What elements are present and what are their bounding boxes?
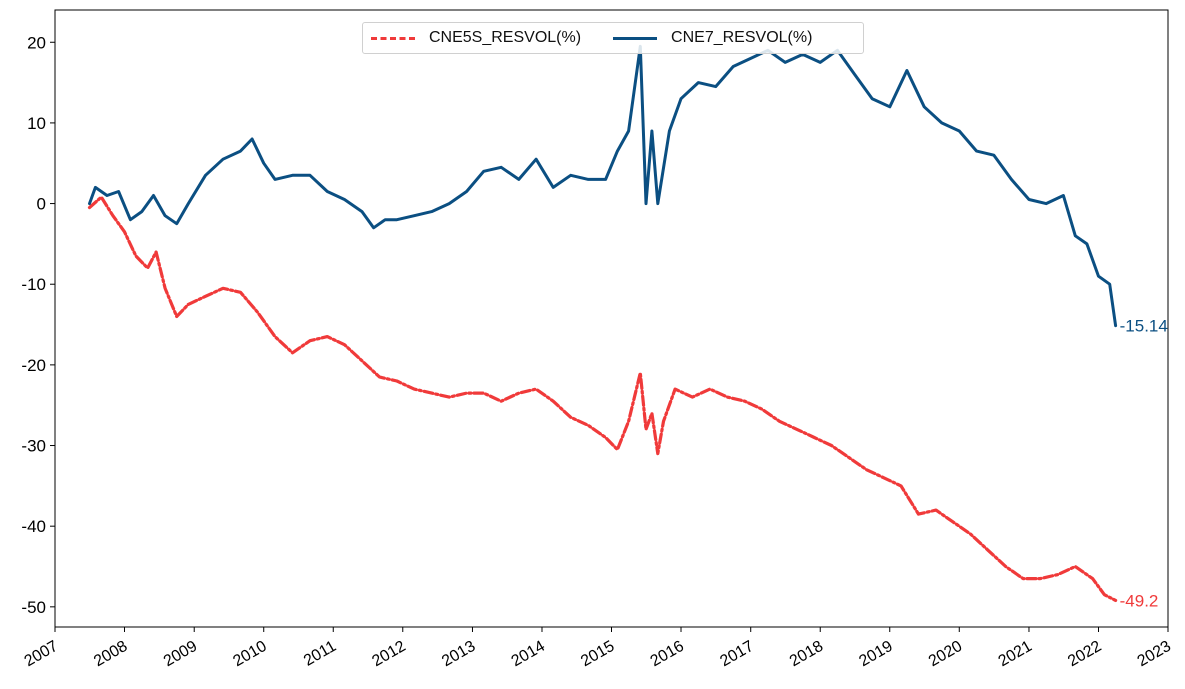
x-tick-label: 2012 bbox=[369, 638, 408, 671]
x-tick-label: 2018 bbox=[787, 638, 826, 671]
end-value-label: -49.2 bbox=[1120, 591, 1159, 610]
x-tick-label: 2014 bbox=[509, 638, 548, 671]
plot-area bbox=[54, 9, 1169, 628]
legend: CNE5S_RESVOL(%) CNE7_RESVOL(%) bbox=[362, 22, 864, 54]
legend-label-cne7: CNE7_RESVOL(%) bbox=[671, 29, 813, 46]
series-line-cne7 bbox=[88, 44, 1118, 328]
legend-item-cne7: CNE7_RESVOL(%) bbox=[613, 29, 812, 47]
y-tick-label: 0 bbox=[37, 195, 46, 214]
series-line-cne5s bbox=[87, 195, 1118, 602]
legend-label-cne5s: CNE5S_RESVOL(%) bbox=[429, 29, 582, 46]
x-tick-label: 2007 bbox=[22, 638, 61, 671]
y-tick-label: -50 bbox=[21, 598, 46, 617]
x-tick-label: 2022 bbox=[1065, 638, 1104, 671]
x-axis: 2007 2008 2009 2010 2011 2012 2013 2014 2015 2016… bbox=[22, 627, 1174, 670]
x-tick-label: 2019 bbox=[856, 638, 895, 671]
x-tick-label: 2017 bbox=[717, 638, 756, 671]
legend-swatch-cne7 bbox=[613, 36, 658, 40]
x-tick-label: 2011 bbox=[301, 638, 339, 670]
y-axis: 20 10 0 -10 -20 -30 -40 -50 bbox=[21, 33, 55, 617]
x-tick-label: 2008 bbox=[91, 638, 130, 671]
y-tick-label: -20 bbox=[21, 356, 46, 375]
legend-item-cne5s: CNE5S_RESVOL(%) bbox=[371, 29, 581, 47]
x-tick-label: 2009 bbox=[161, 638, 200, 671]
y-tick-label: -30 bbox=[21, 437, 46, 456]
y-tick-label: 10 bbox=[27, 114, 46, 133]
y-tick-label: -10 bbox=[21, 275, 46, 294]
y-tick-label: 20 bbox=[27, 33, 46, 52]
x-tick-label: 2015 bbox=[578, 638, 617, 671]
end-labels: -49.2 -15.14 bbox=[1120, 317, 1168, 611]
series-layer bbox=[87, 44, 1118, 602]
x-tick-label: 2020 bbox=[926, 638, 965, 671]
x-tick-label: 2013 bbox=[439, 638, 478, 671]
x-tick-label: 2021 bbox=[996, 638, 1035, 671]
x-tick-label: 2010 bbox=[230, 638, 269, 671]
plot-frame bbox=[54, 9, 1169, 628]
y-tick-label: -40 bbox=[21, 517, 46, 536]
end-value-label: -15.14 bbox=[1120, 317, 1168, 336]
x-tick-label: 2023 bbox=[1135, 638, 1174, 671]
x-tick-label: 2016 bbox=[648, 638, 687, 671]
legend-swatch-cne5s bbox=[371, 36, 415, 40]
